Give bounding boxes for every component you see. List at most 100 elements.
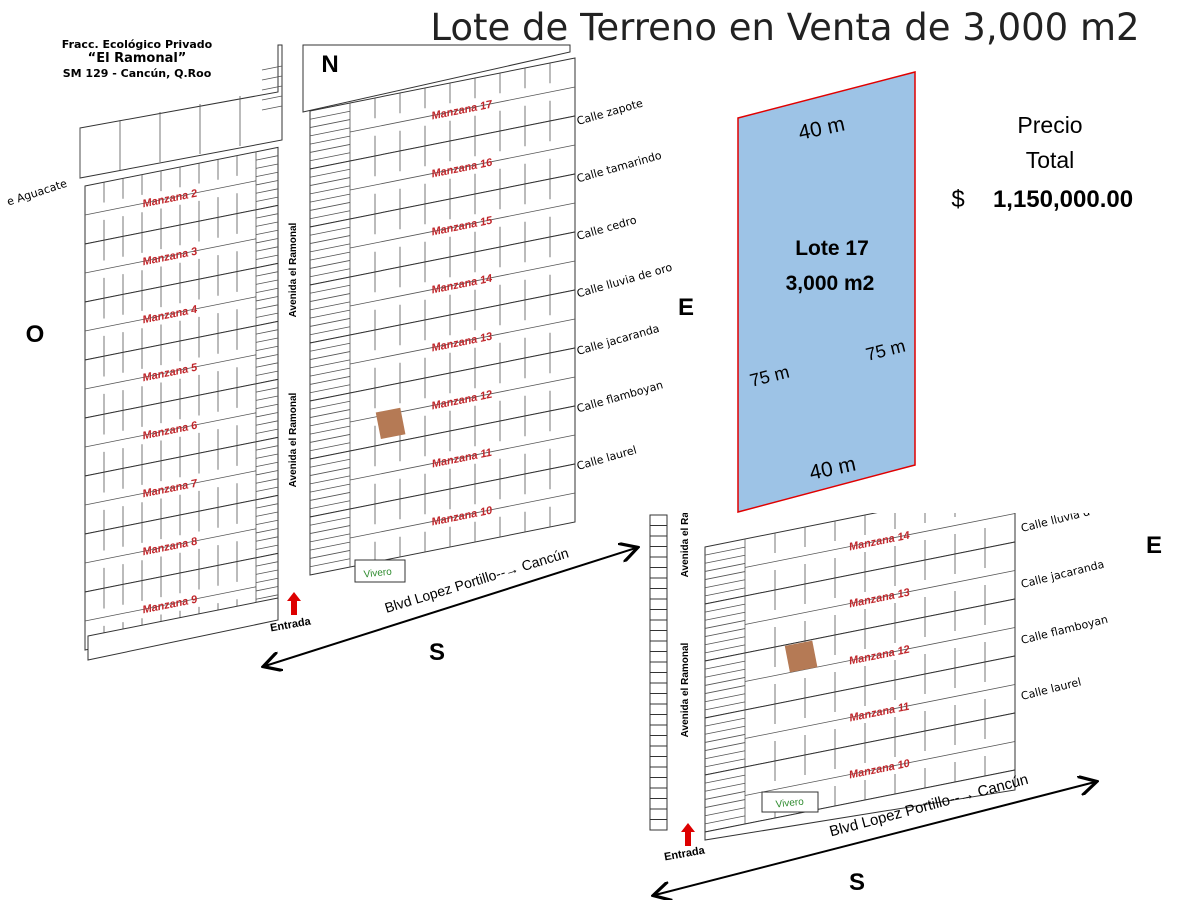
lot-line	[349, 318, 576, 365]
lot-line	[309, 376, 351, 385]
lot-line	[255, 254, 279, 260]
lot-line	[349, 260, 576, 307]
lot-line	[255, 238, 279, 244]
lot-line	[309, 525, 351, 534]
lot-line	[255, 536, 279, 542]
street: Calle jacaranda	[575, 322, 661, 358]
lot-line	[309, 144, 351, 153]
lot-line	[255, 461, 279, 468]
lot-line	[84, 238, 257, 274]
lot-line	[309, 293, 351, 302]
avenue-lot	[649, 630, 668, 642]
lot-line	[309, 384, 351, 394]
header-line: SM 129 - Cancún, Q.Roo	[63, 67, 212, 80]
avenue: Avenida el Ramonal	[288, 222, 299, 317]
lot-line	[261, 105, 283, 111]
lot-line	[255, 329, 279, 335]
lot-line	[255, 445, 279, 451]
street: Calle lluvia d	[1020, 505, 1092, 535]
lot-line	[84, 470, 257, 506]
lot-line	[704, 554, 746, 564]
lot-line	[84, 180, 257, 216]
lot-line	[255, 304, 279, 310]
lot-line	[309, 359, 351, 369]
lot-line	[309, 492, 351, 501]
entrance-arrow	[681, 823, 695, 846]
lot-line	[255, 337, 279, 343]
lot-line	[309, 127, 351, 137]
avenue-lot	[649, 819, 668, 831]
lot-line	[704, 734, 746, 743]
street: Calle cedro	[575, 213, 638, 243]
lot-line	[704, 717, 746, 727]
road-arrow	[265, 548, 636, 666]
lot-line	[255, 229, 279, 236]
lot-line	[704, 677, 746, 686]
lot-line	[309, 135, 351, 145]
street: Calle jacaranda	[1020, 558, 1106, 591]
lot-line	[704, 563, 746, 572]
lot-line	[309, 301, 351, 311]
lot-line	[309, 475, 351, 485]
lot-line	[309, 533, 351, 543]
avenue-lot	[649, 567, 668, 579]
street: Calle lluvia de oro	[575, 261, 674, 301]
lot-line	[309, 516, 351, 526]
lot-line	[309, 185, 351, 195]
lot-line	[255, 271, 279, 277]
compass-o: O	[26, 321, 45, 348]
street: Calle tamarindo	[575, 149, 663, 186]
lot-line	[704, 611, 746, 621]
lot-area: 3,000 m2	[786, 272, 875, 295]
lot-line	[84, 586, 257, 622]
lot-line	[744, 570, 1016, 625]
lot-line	[255, 470, 279, 476]
street: Calle laurel	[575, 443, 638, 472]
lot-line	[255, 395, 279, 401]
lot-line	[309, 425, 351, 435]
street: Calle laurel	[1020, 675, 1083, 703]
avenue-lot	[649, 693, 668, 705]
lot-line	[309, 251, 351, 261]
lot-line	[309, 367, 351, 377]
lot-line	[744, 627, 1016, 682]
lot-line	[255, 528, 279, 534]
price-label: Precio	[1017, 112, 1082, 138]
lot-line	[309, 342, 351, 352]
lot-line	[255, 287, 279, 294]
lot-line	[261, 85, 283, 91]
lot-line	[309, 483, 351, 493]
selected-lot	[375, 407, 406, 440]
lot-line	[255, 163, 279, 169]
lot-line	[309, 400, 351, 410]
lot-line	[309, 177, 351, 186]
lot-line	[255, 428, 279, 434]
avenue-lot	[649, 703, 668, 715]
lot-line	[704, 701, 746, 711]
lot-line	[261, 75, 283, 81]
avenue-lot	[649, 735, 668, 747]
lot-line	[84, 412, 257, 448]
lot-line	[704, 725, 746, 735]
entrance: Entrada	[663, 844, 706, 863]
lot-line	[309, 500, 351, 510]
lot-line	[255, 213, 279, 219]
lot-line	[704, 628, 746, 637]
lot-line	[349, 434, 576, 481]
road-arrow	[655, 782, 1095, 895]
lot-line	[704, 693, 746, 703]
lot-line	[704, 620, 746, 629]
lot-line	[309, 458, 351, 468]
lot-line	[309, 226, 351, 236]
lot-line	[309, 202, 351, 211]
compass-e: E	[678, 294, 694, 321]
avenue: Avenida el Ramonal	[680, 482, 691, 577]
selected-lot	[784, 640, 818, 673]
avenue-lot	[649, 714, 668, 726]
lot-line	[255, 420, 279, 426]
entrance-arrow	[287, 592, 301, 615]
avenue-lot	[649, 672, 668, 684]
lot-line	[309, 467, 351, 476]
avenue-lot	[649, 682, 668, 694]
lot-line	[704, 742, 746, 751]
